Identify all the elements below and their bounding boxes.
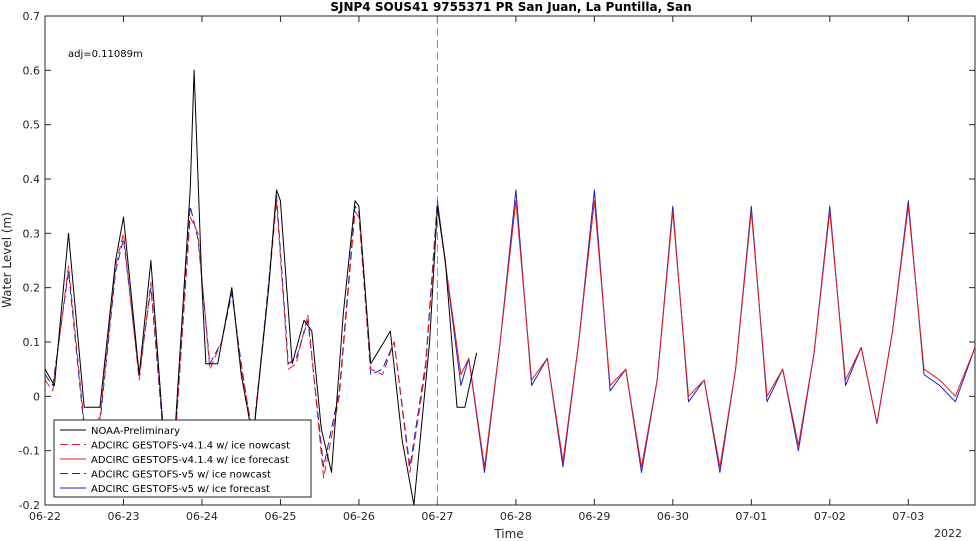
y-tick-label: 0	[33, 390, 40, 403]
legend-box	[53, 419, 312, 498]
y-tick-label: 0.1	[23, 336, 41, 349]
x-tick-label: 06-23	[107, 510, 139, 523]
y-tick-label: -0.2	[19, 499, 40, 512]
x-tick-label: 06-30	[657, 510, 689, 523]
plot-area-frame	[44, 15, 976, 506]
series-line-2	[436, 200, 975, 468]
x-tick-label: 07-02	[814, 510, 846, 523]
series-layer	[45, 69, 975, 505]
x-tick-label: 06-27	[421, 510, 453, 523]
legend-entry: ADCIRC GESTOFS-v5 w/ ice forecast	[91, 484, 270, 495]
y-tick-label: 0.5	[23, 119, 41, 132]
x-tick-label: 06-28	[500, 510, 532, 523]
x-axis-label: Time	[493, 527, 523, 541]
x-tick-label: 06-25	[264, 510, 296, 523]
y-axis-ticks: -0.2 -0.1 0 0.1 0.2 0.3 0.4 0.5 0.6 0.7	[19, 10, 975, 512]
adjustment-annotation: adj=0.11089m	[68, 49, 143, 60]
series-line-0	[45, 69, 478, 505]
y-tick-label: 0.2	[23, 282, 41, 295]
x-tick-label: 06-22	[29, 510, 61, 523]
series-line-1	[45, 200, 438, 479]
x-tick-label: 06-29	[578, 510, 610, 523]
legend-entry: ADCIRC GESTOFS-v5 w/ ice nowcast	[91, 470, 271, 481]
x-tick-label: 07-03	[892, 510, 924, 523]
chart-title: SJNP4 SOUS41 9755371 PR San Juan, La Pun…	[330, 0, 691, 14]
legend: NOAA-Preliminary ADCIRC GESTOFS-v4.1.4 w/…	[53, 419, 312, 498]
x-axis-ticks: 06-22 06-23 06-24 06-25 06-26 06-27 06-28 06-29…	[29, 16, 924, 523]
legend-entry: NOAA-Preliminary	[91, 426, 180, 437]
y-tick-label: 0.3	[23, 227, 41, 240]
legend-entry: ADCIRC GESTOFS-v4.1.4 w/ ice forecast	[91, 455, 289, 466]
year-label: 2022	[934, 527, 962, 540]
x-tick-label: 07-01	[735, 510, 767, 523]
y-tick-label: 0.6	[23, 64, 41, 77]
x-tick-label: 06-24	[186, 510, 218, 523]
y-tick-label: 0.7	[23, 10, 41, 23]
legend-entry: ADCIRC GESTOFS-v4.1.4 w/ ice nowcast	[91, 441, 290, 452]
x-tick-label: 06-26	[343, 510, 375, 523]
y-tick-label: -0.1	[19, 445, 40, 458]
y-tick-label: 0.4	[23, 173, 41, 186]
y-axis-label: Water Level (m)	[0, 212, 14, 308]
